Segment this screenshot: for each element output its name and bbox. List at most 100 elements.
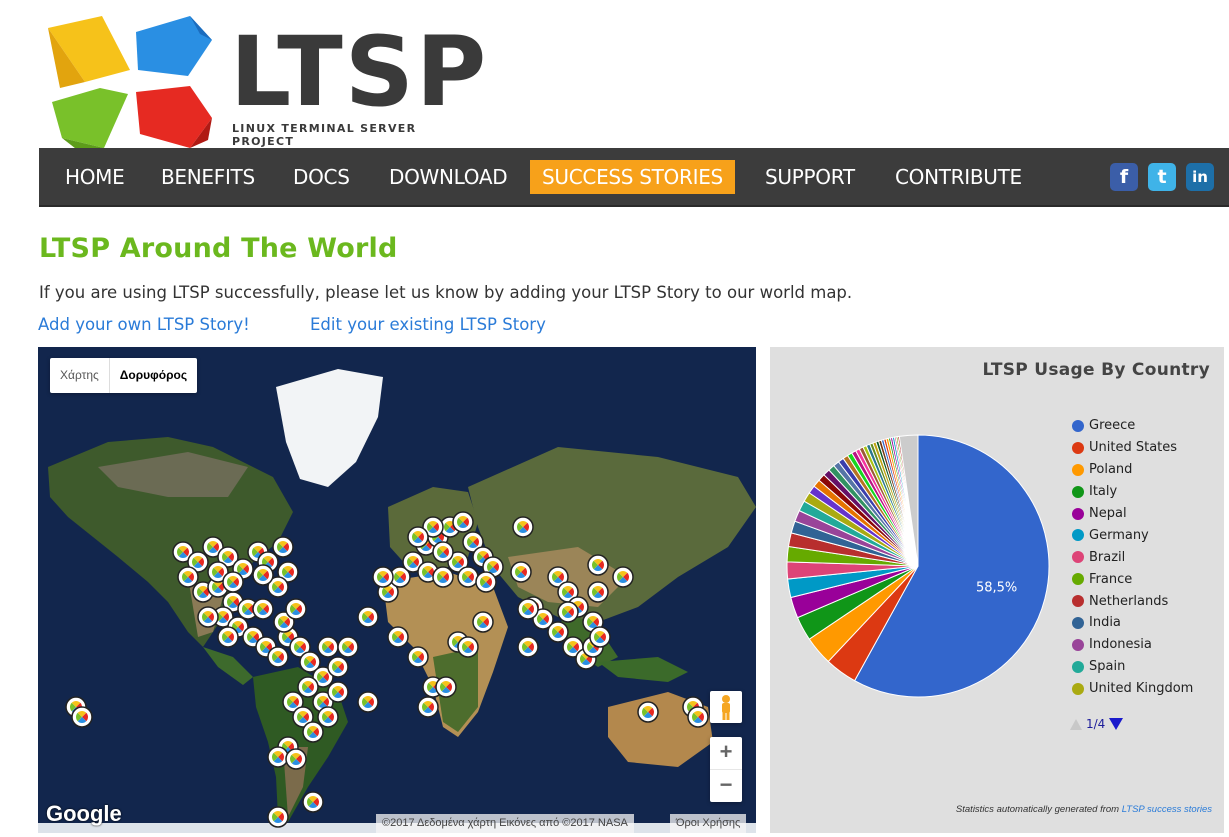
story-marker-icon[interactable]	[337, 636, 359, 658]
legend-item-united-kingdom[interactable]: United Kingdom	[1072, 678, 1193, 700]
legend-item-united-states[interactable]: United States	[1072, 437, 1193, 459]
story-marker-icon[interactable]	[357, 606, 379, 628]
pager-down-icon[interactable]	[1109, 718, 1124, 730]
pie-slice-other-27[interactable]	[898, 434, 919, 567]
story-marker-icon[interactable]	[277, 561, 299, 583]
legend-item-poland[interactable]: Poland	[1072, 459, 1193, 481]
legend-item-italy[interactable]: Italy	[1072, 481, 1193, 503]
story-marker-icon[interactable]	[177, 566, 199, 588]
story-marker-icon[interactable]	[432, 541, 454, 563]
story-marker-icon[interactable]	[372, 566, 394, 588]
story-marker-icon[interactable]	[202, 536, 224, 558]
story-marker-icon[interactable]	[302, 791, 324, 813]
legend-item-brazil[interactable]: Brazil	[1072, 546, 1193, 568]
story-marker-icon[interactable]	[207, 561, 229, 583]
zoom-out-button[interactable]: −	[710, 769, 742, 801]
nav-item-support[interactable]: SUPPORT	[765, 165, 855, 189]
terms-of-use-link[interactable]: Όροι Χρήσης	[670, 814, 747, 833]
story-marker-icon[interactable]	[252, 598, 274, 620]
legend-item-spain[interactable]: Spain	[1072, 656, 1193, 678]
story-marker-icon[interactable]	[282, 691, 304, 713]
story-marker-icon[interactable]	[637, 701, 659, 723]
story-marker-icon[interactable]	[327, 656, 349, 678]
story-marker-icon[interactable]	[472, 611, 494, 633]
story-marker-icon[interactable]	[407, 526, 429, 548]
story-marker-icon[interactable]	[267, 576, 289, 598]
story-marker-icon[interactable]	[457, 566, 479, 588]
story-marker-icon[interactable]	[452, 511, 474, 533]
story-marker-icon[interactable]	[417, 696, 439, 718]
story-marker-icon[interactable]	[272, 536, 294, 558]
zoom-in-button[interactable]: +	[719, 739, 733, 764]
ltsp-logo[interactable]: LTSP LINUX TERMINAL SERVER PROJECT	[40, 10, 486, 152]
edit-story-link[interactable]: Edit your existing LTSP Story	[310, 315, 546, 334]
story-marker-icon[interactable]	[687, 706, 709, 728]
nav-item-success-stories[interactable]: SUCCESS STORIES	[530, 160, 735, 194]
twitter-icon[interactable]: t	[1148, 163, 1176, 191]
story-marker-icon[interactable]	[299, 651, 321, 673]
legend-item-france[interactable]: France	[1072, 568, 1193, 590]
story-marker-icon[interactable]	[422, 516, 444, 538]
story-marker-icon[interactable]	[402, 551, 424, 573]
story-marker-icon[interactable]	[217, 546, 239, 568]
story-marker-icon[interactable]	[302, 721, 324, 743]
pie-slice-greece[interactable]	[853, 434, 1050, 698]
legend-item-greece[interactable]: Greece	[1072, 415, 1193, 437]
story-marker-icon[interactable]	[389, 566, 411, 588]
story-marker-icon[interactable]	[285, 598, 307, 620]
story-marker-icon[interactable]	[475, 571, 497, 593]
story-marker-icon[interactable]	[517, 598, 539, 620]
legend-item-indonesia[interactable]: Indonesia	[1072, 634, 1193, 656]
story-marker-icon[interactable]	[547, 621, 569, 643]
legend-item-netherlands[interactable]: Netherlands	[1072, 590, 1193, 612]
legend-item-germany[interactable]: Germany	[1072, 524, 1193, 546]
story-marker-icon[interactable]	[197, 606, 219, 628]
nav-item-home[interactable]: HOME	[65, 165, 125, 189]
story-marker-icon[interactable]	[407, 646, 429, 668]
nav-item-download[interactable]: DOWNLOAD	[389, 165, 508, 189]
nav-item-docs[interactable]: DOCS	[293, 165, 350, 189]
story-marker-icon[interactable]	[357, 691, 379, 713]
nav-item-contribute[interactable]: CONTRIBUTE	[895, 165, 1022, 189]
map-type-map-button[interactable]: Χάρτης	[60, 368, 99, 382]
story-marker-icon[interactable]	[252, 564, 274, 586]
story-marker-icon[interactable]	[289, 636, 311, 658]
footnote-link[interactable]: LTSP success stories	[1121, 804, 1212, 815]
story-marker-icon[interactable]	[317, 636, 339, 658]
legend-item-india[interactable]: India	[1072, 612, 1193, 634]
nav-item-benefits[interactable]: BENEFITS	[161, 165, 255, 189]
story-marker-icon[interactable]	[292, 706, 314, 728]
story-marker-icon[interactable]	[510, 561, 532, 583]
story-marker-icon[interactable]	[457, 636, 479, 658]
story-marker-icon[interactable]	[267, 746, 289, 768]
legend-item-nepal[interactable]: Nepal	[1072, 503, 1193, 525]
add-story-link[interactable]: Add your own LTSP Story!	[38, 315, 250, 334]
story-marker-icon[interactable]	[517, 636, 539, 658]
story-marker-icon[interactable]	[417, 561, 439, 583]
story-marker-icon[interactable]	[612, 566, 634, 588]
story-marker-icon[interactable]	[587, 554, 609, 576]
story-marker-icon[interactable]	[212, 606, 234, 628]
story-marker-icon[interactable]	[447, 551, 469, 573]
story-marker-icon[interactable]	[532, 608, 554, 630]
story-marker-icon[interactable]	[317, 706, 339, 728]
story-marker-icon[interactable]	[71, 706, 93, 728]
story-marker-icon[interactable]	[387, 626, 409, 648]
map-type-satellite-button[interactable]: Δορυφόρος	[108, 358, 197, 393]
story-marker-icon[interactable]	[432, 566, 454, 588]
story-marker-icon[interactable]	[187, 551, 209, 573]
linkedin-icon[interactable]: in	[1186, 163, 1214, 191]
story-marker-icon[interactable]	[327, 681, 349, 703]
story-marker-icon[interactable]	[267, 646, 289, 668]
facebook-icon[interactable]: f	[1110, 163, 1138, 191]
story-marker-icon[interactable]	[435, 676, 457, 698]
story-marker-icon[interactable]	[589, 626, 611, 648]
story-marker-icon[interactable]	[222, 571, 244, 593]
story-marker-icon[interactable]	[217, 626, 239, 648]
story-marker-icon[interactable]	[557, 601, 579, 623]
story-marker-icon[interactable]	[512, 516, 534, 538]
world-map[interactable]: Χάρτης Δορυφόρος + − Google ©2017 Δεδομέ…	[38, 347, 756, 833]
story-marker-icon[interactable]	[297, 676, 319, 698]
pegman-icon[interactable]	[710, 691, 742, 723]
story-marker-icon[interactable]	[285, 748, 307, 770]
